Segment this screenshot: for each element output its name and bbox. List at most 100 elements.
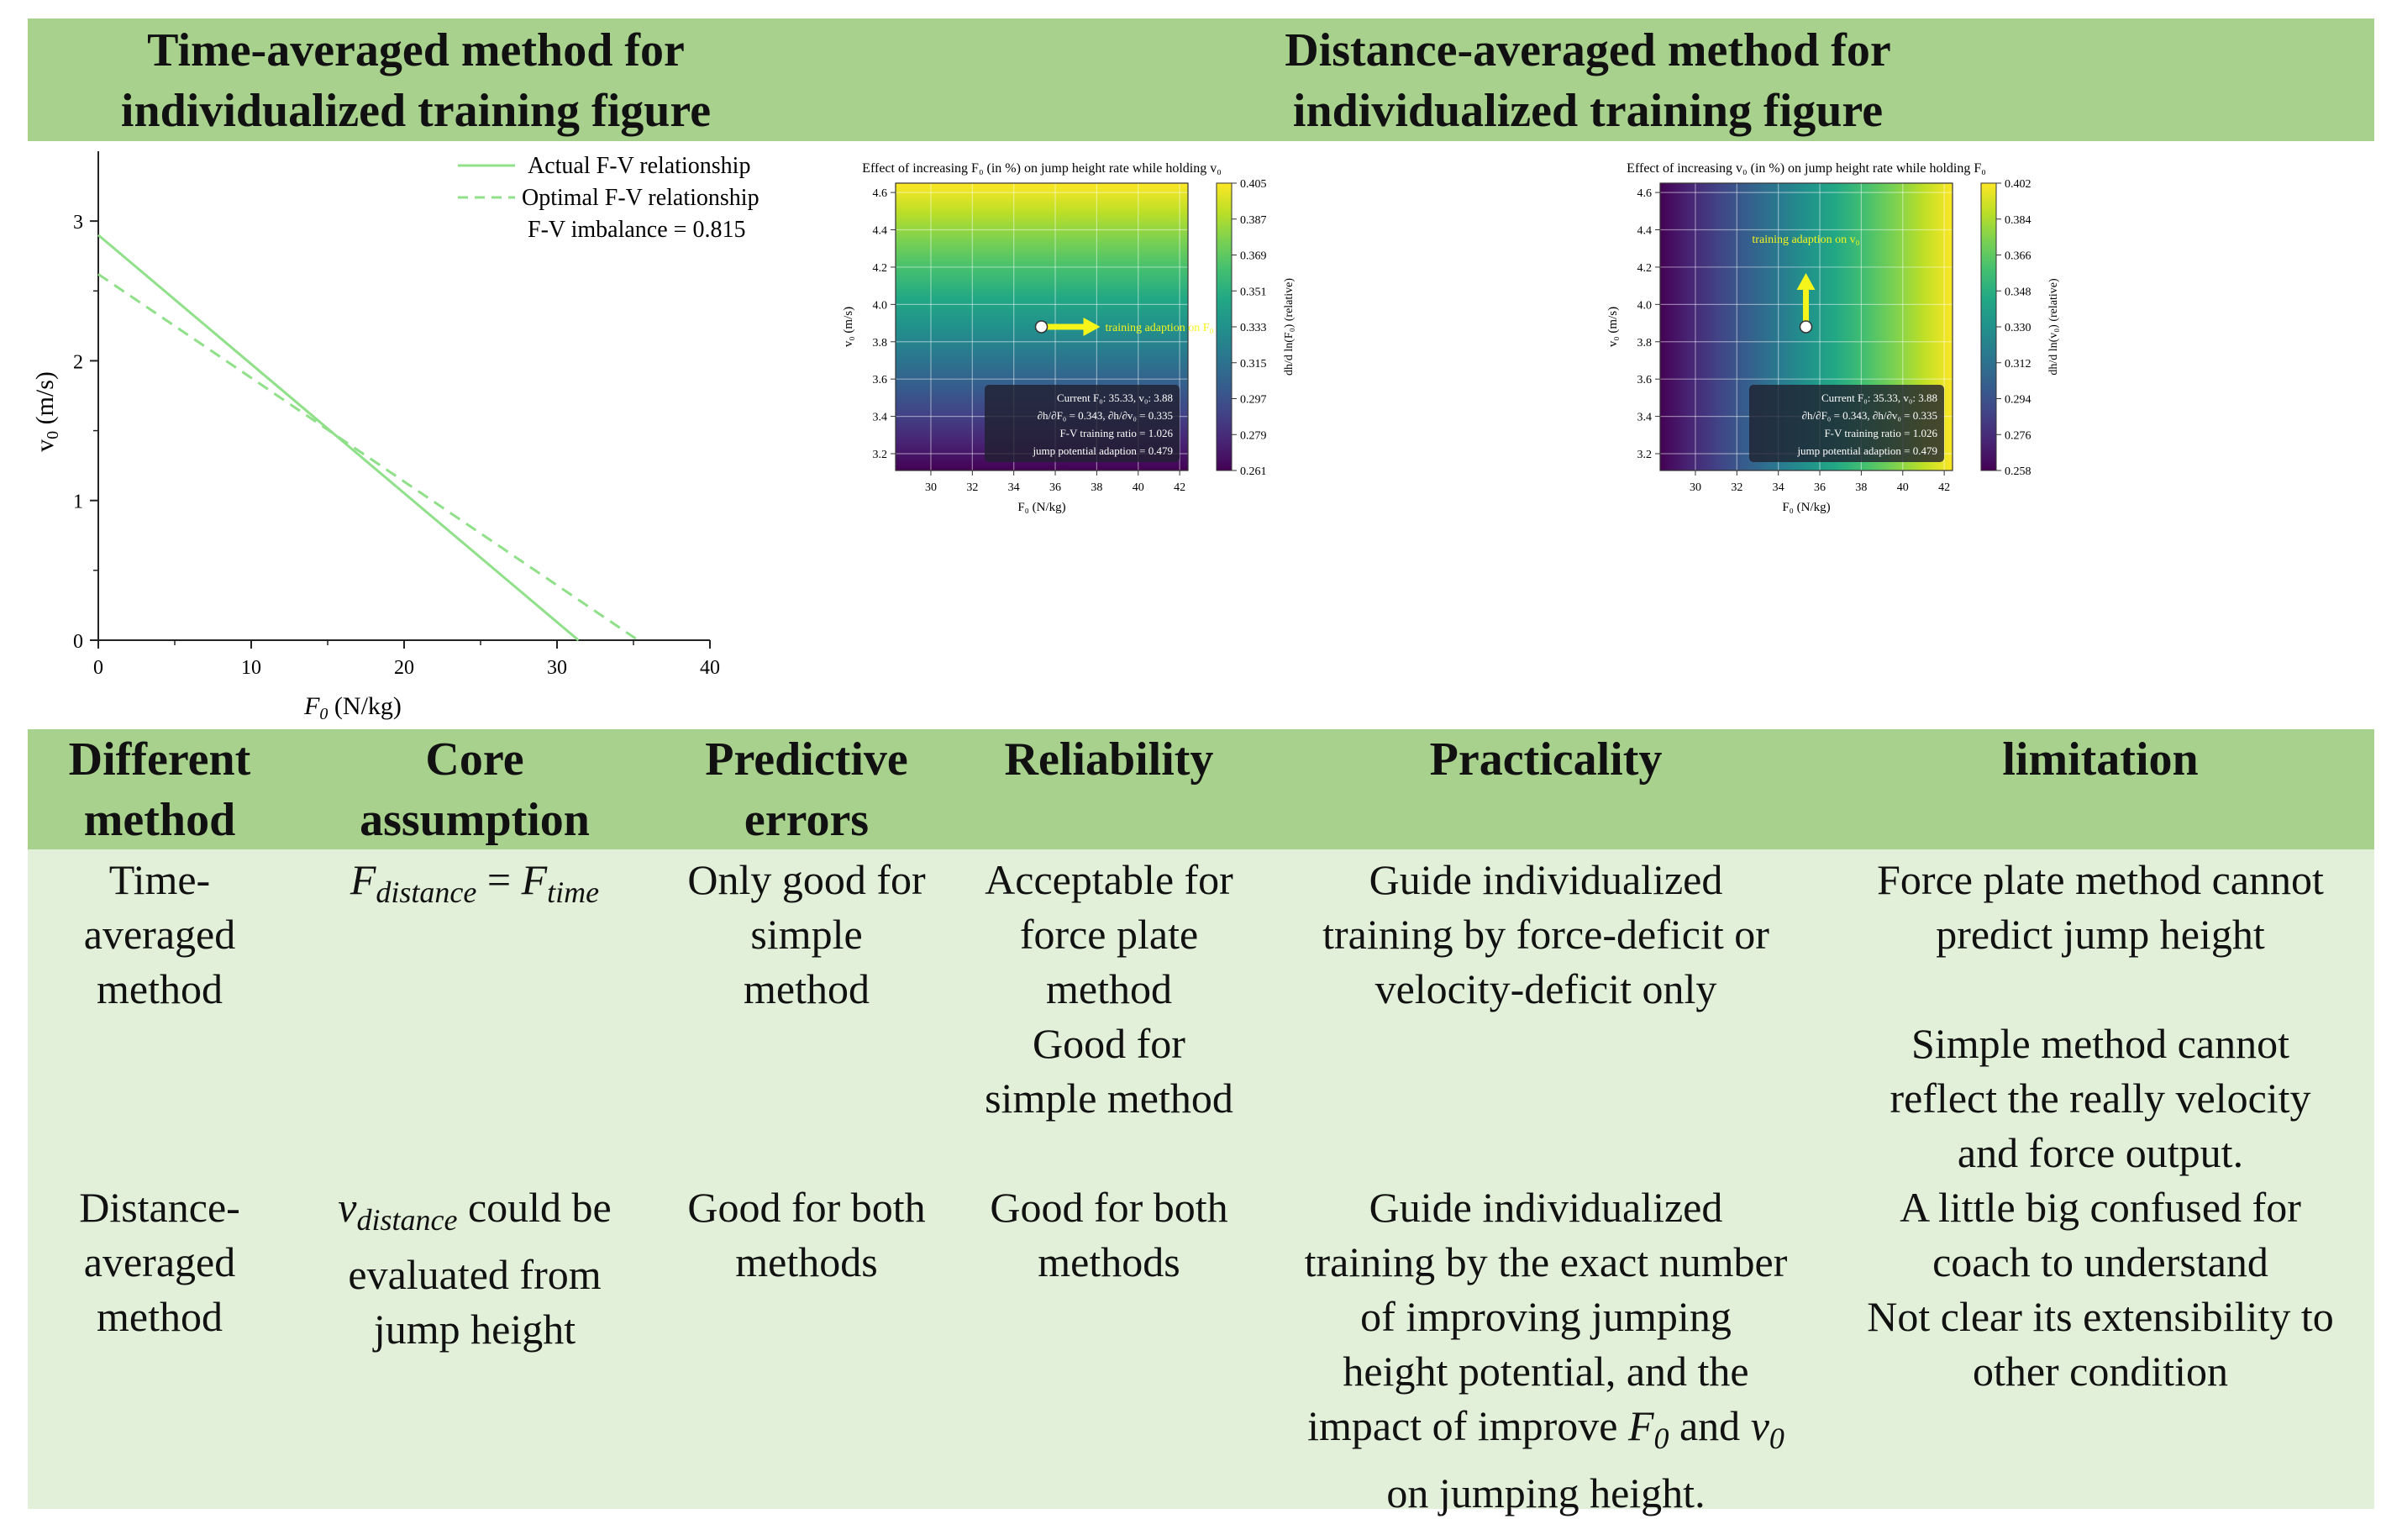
hm1-colorbar-label: dh/d ln(F₀) (relative) — [1283, 278, 1296, 376]
hm1-y-tick-label: 4.2 — [873, 262, 888, 275]
row2-practicality: Guide individualized training by the exa… — [1304, 1184, 1788, 1516]
row1-method: Time- averaged method — [83, 856, 236, 1012]
hm1-current-point — [1034, 320, 1049, 334]
hm1-frame — [895, 182, 1189, 471]
fv-x-tick-label: 20 — [394, 657, 414, 679]
hm1-y-tick-label: 4.4 — [873, 225, 888, 238]
fv-y-tick-label: 3 — [73, 212, 83, 234]
hm2-cb-tick-label: 0.348 — [2005, 286, 2031, 298]
fv-series — [97, 234, 639, 642]
row1-practicality: Guide individualized training by force-d… — [1322, 856, 1769, 1012]
hm1-info-line: ∂h/∂F₀ = 0.343, ∂h/∂v₀ = 0.335 — [1038, 409, 1173, 422]
hm2-colorbar — [1980, 182, 1997, 471]
hm2-y-axis-label: v₀ (m/s) — [1606, 307, 1620, 347]
hm1-x-tick-label: 32 — [966, 481, 978, 494]
optimal-fv-line — [97, 273, 639, 642]
fv-relationship-chart: 0 10 20 30 40 0 1 2 3 Actual F-V relationship Op… — [31, 151, 759, 723]
hm1-info-box — [985, 385, 1180, 462]
hm1-cb-tick-label: 0.261 — [1240, 465, 1267, 478]
hm2-y-tick-label: 3.2 — [1637, 449, 1653, 461]
hm1-arrow-head — [1083, 318, 1101, 336]
hm2-cb-tick-label: 0.384 — [2005, 214, 2031, 227]
hm2-x-tick-label: 40 — [1897, 481, 1909, 494]
hm1-cb-tick-label: 0.315 — [1240, 358, 1267, 371]
row2-method: Distance- averaged method — [79, 1184, 240, 1340]
hm2-arrow-head — [1796, 273, 1816, 290]
hm2-x-tick-label: 34 — [1773, 481, 1784, 494]
fv-imbalance-annotation: F-V imbalance = 0.815 — [528, 217, 745, 243]
fv-x-axis-label: F0 (N/kg) — [303, 692, 402, 723]
row1-reliability: Acceptable for force plate method Good f… — [985, 856, 1233, 1122]
row2-errors: Good for both methods — [687, 1184, 926, 1285]
row1-assumption: Fdistance = Ftime — [350, 856, 600, 909]
hm1-x-tick-label: 38 — [1091, 481, 1102, 494]
heatmap-increase-f0: Effect of increasing F₀ (in %) on jump h… — [842, 161, 1296, 514]
fv-y-tick-label: 1 — [73, 491, 83, 513]
time-averaged-figure-title: Time-averaged method for individualized … — [120, 24, 712, 137]
hm2-info-line: ∂h/∂F₀ = 0.343, ∂h/∂v₀ = 0.335 — [1802, 409, 1937, 422]
hm1-title: Effect of increasing F₀ (in %) on jump h… — [862, 161, 1222, 176]
hm2-frame — [1659, 182, 1953, 471]
hm1-cb-tick-label: 0.405 — [1240, 178, 1267, 191]
hm2-x-tick-label: 32 — [1731, 481, 1742, 494]
hm2-y-tick-label: 4.0 — [1637, 299, 1653, 312]
hm1-y-tick-label: 3.6 — [873, 374, 888, 386]
row2-limitation: A little big confused for coach to under… — [1867, 1184, 2334, 1395]
hm2-cb-tick-label: 0.294 — [2005, 394, 2031, 407]
hm2-info-line: F-V training ratio = 1.026 — [1824, 427, 1937, 439]
col-header-errors: Predictive errors — [705, 733, 908, 846]
hm2-cb-tick-label: 0.402 — [2005, 178, 2031, 191]
table-body — [28, 849, 2374, 1509]
fv-y-axis-label: v0 (m/s) — [31, 371, 62, 452]
hm2-cb-tick-label: 0.312 — [2005, 358, 2031, 371]
distance-averaged-figure-title: Distance-averaged method for individuali… — [1285, 24, 1891, 137]
hm1-x-tick-label: 40 — [1133, 481, 1144, 494]
row2-reliability: Good for both methods — [990, 1184, 1228, 1285]
table-header-row — [28, 729, 2374, 849]
fv-y-tick-label: 2 — [73, 351, 83, 373]
hm1-cb-tick-label: 0.351 — [1240, 286, 1267, 298]
col-header-limitation: limitation — [2002, 733, 2199, 786]
hm2-cb-tick-label: 0.258 — [2005, 465, 2031, 478]
hm2-y-tick-label: 4.6 — [1637, 187, 1653, 200]
col-header-reliability: Reliability — [1004, 733, 1214, 786]
figure-header-bar — [28, 18, 2374, 141]
hm2-x-tick-label: 38 — [1855, 481, 1867, 494]
hm2-current-point — [1799, 320, 1813, 334]
hm1-cb-tick-label: 0.369 — [1240, 250, 1267, 263]
hm1-y-axis-label: v₀ (m/s) — [842, 307, 855, 347]
fv-x-tick-label: 0 — [93, 657, 103, 679]
hm1-x-tick-label: 36 — [1049, 481, 1061, 494]
hm1-y-tick-label: 4.0 — [873, 299, 888, 312]
hm2-x-tick-label: 30 — [1690, 481, 1701, 494]
heatmap-increase-v0: Effect of increasing v₀ (in %) on jump h… — [1606, 161, 2060, 514]
hm2-arrow-label: training adaption on v₀ — [1752, 234, 1859, 246]
fv-x-tick-label: 40 — [700, 657, 720, 679]
row1-limitation: Force plate method cannot predict jump h… — [1877, 856, 2324, 1176]
hm1-x-tick-label: 42 — [1174, 481, 1185, 494]
hm1-arrow-label: training adaption on F₀ — [1106, 322, 1214, 334]
hm1-colorbar — [1216, 182, 1233, 471]
legend-actual-label: Actual F-V relationship — [528, 153, 750, 179]
hm1-y-tick-label: 3.4 — [873, 412, 888, 424]
hm2-y-tick-label: 4.4 — [1637, 225, 1653, 238]
hm1-info-line: F-V training ratio = 1.026 — [1059, 427, 1173, 439]
row2-assumption: vdistance could be evaluated from jump h… — [338, 1184, 612, 1353]
fv-axes: 0 10 20 30 40 0 1 2 3 — [73, 151, 720, 679]
fv-x-tick-label: 30 — [547, 657, 567, 679]
hm2-y-tick-label: 3.6 — [1637, 374, 1653, 386]
hm2-cb-tick-label: 0.366 — [2005, 250, 2031, 263]
fv-x-tick-label: 10 — [241, 657, 261, 679]
col-header-method: Different method — [68, 733, 251, 846]
hm1-x-tick-label: 34 — [1008, 481, 1020, 494]
hm2-cb-tick-label: 0.330 — [2005, 322, 2031, 334]
hm2-info-line: Current F₀: 35.33, v₀: 3.88 — [1821, 392, 1937, 404]
hm1-x-tick-label: 30 — [925, 481, 937, 494]
col-header-assumption: Core assumption — [360, 733, 590, 846]
hm1-x-axis-label: F₀ (N/kg) — [1017, 501, 1065, 514]
hm1-y-tick-label: 3.2 — [873, 449, 888, 461]
hm2-x-tick-label: 42 — [1938, 481, 1950, 494]
hm2-y-tick-label: 4.2 — [1637, 262, 1653, 275]
hm2-info-line: jump potential adaption = 0.479 — [1796, 444, 1937, 457]
hm1-y-tick-label: 3.8 — [873, 337, 888, 350]
